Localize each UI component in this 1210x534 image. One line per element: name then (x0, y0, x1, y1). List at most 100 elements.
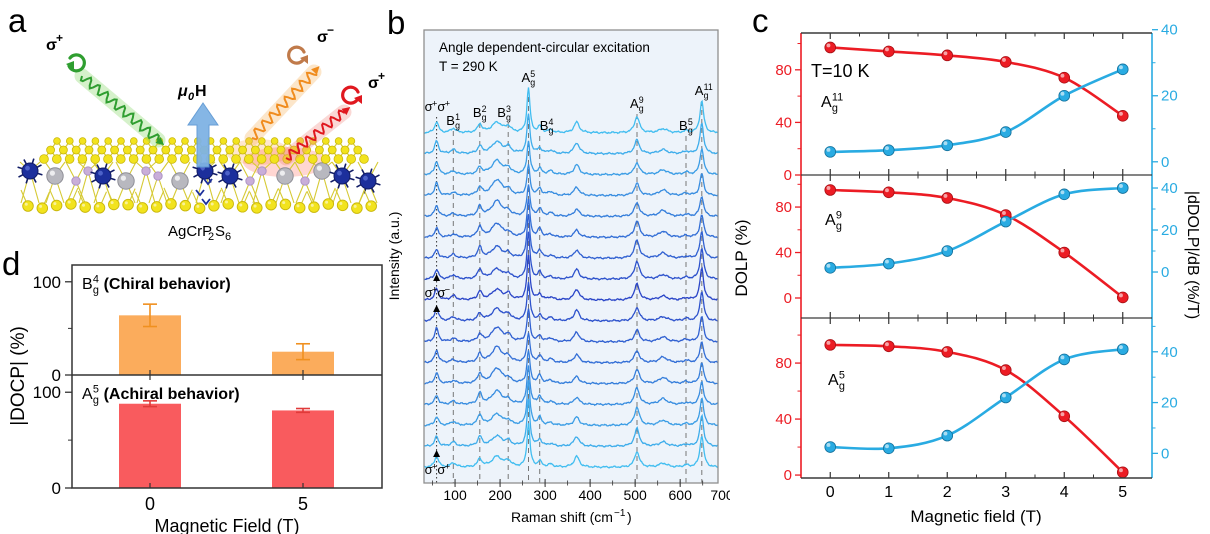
sulfur-atom (257, 137, 266, 145)
dolp-data-point (882, 186, 895, 199)
sigma-minus-curl-icon (287, 45, 308, 65)
raman-spectra-chart: Angle dependent-circular excitation T = 2… (386, 29, 734, 525)
sulfur-atom (181, 137, 189, 145)
right-axis-label: |dDOLP|/dB (%/T) (1184, 191, 1201, 319)
left-tick-label: 40 (775, 245, 792, 262)
sulfur-atom (77, 154, 88, 164)
dolp-data-point (824, 339, 837, 351)
x-tick-label: 500 (623, 487, 647, 503)
chromium-atom (17, 158, 43, 184)
sulfur-atom (66, 137, 74, 145)
ddolp-data-point (941, 429, 954, 442)
y-axis-label: |DOCP| (%) (8, 326, 29, 426)
sulfur-atom (39, 154, 49, 164)
spectra-stack (423, 87, 719, 469)
sulfur-atom (91, 137, 100, 145)
scattered-minus-sigma-label: σ (317, 29, 328, 46)
ddolp-blue-curve (830, 186, 1123, 270)
label: − (445, 284, 450, 294)
label: A (821, 94, 832, 111)
silver-atom (117, 172, 135, 190)
dolp-data-point (941, 346, 954, 358)
sulfur-atom (321, 137, 330, 145)
sulfur-atom (93, 191, 108, 214)
sulfur-atom (53, 137, 61, 145)
ddolp-data-point (882, 257, 895, 270)
ddolp-data-point (1058, 89, 1071, 102)
x-tick-label: 5 (1118, 484, 1127, 501)
label: 2 (482, 104, 487, 114)
chromium-atom (355, 168, 381, 194)
sigma-plus-curl-icon (66, 53, 86, 73)
sulfur-atom (208, 189, 222, 212)
label: g (839, 380, 845, 392)
raman-spectrum-line (423, 281, 719, 323)
chart-title: Angle dependent-circular excitation (439, 40, 650, 55)
ddolp-data-point (941, 139, 954, 152)
crystal-slab (17, 137, 381, 214)
dolp-data-point (824, 184, 837, 196)
y-tick-label: 0 (52, 366, 61, 385)
label: A (828, 372, 839, 389)
left-tick-label: 0 (784, 290, 792, 307)
sulfur-atom (179, 189, 193, 212)
right-tick-label: 0 (1161, 154, 1169, 171)
sulfur-atom (256, 154, 267, 164)
ddolp-data-point (999, 126, 1012, 138)
raman-spectrum-line (423, 365, 719, 407)
label: g (93, 284, 99, 296)
sulfur-atom (123, 145, 132, 155)
label: A (630, 96, 639, 111)
sulfur-atom (347, 137, 356, 145)
raman-spectrum-line (423, 254, 718, 302)
label: g (530, 78, 535, 88)
sulfur-atom (218, 154, 229, 164)
behavior-annotation: (Chiral behavior) (104, 276, 231, 293)
ddolp-data-point (1116, 182, 1129, 194)
sulfur-atom (320, 154, 331, 164)
behavior-annotation: (Achiral behavior) (104, 386, 240, 403)
label: σ (437, 462, 445, 477)
sulfur-atom (65, 187, 79, 210)
sulfur-atom (351, 191, 365, 214)
label: g (639, 104, 644, 114)
plot-frame (71, 264, 383, 489)
incident-beam (74, 68, 166, 148)
raman-spectrum-line (423, 308, 719, 344)
sulfur-atom (142, 137, 151, 145)
panel-b: b Angle dependent-circular excitation T =… (385, 0, 734, 534)
label: B (82, 276, 93, 293)
x-tick-label: 3 (1001, 484, 1010, 501)
sulfur-atom (322, 187, 336, 210)
x-tick-label: 4 (1060, 484, 1069, 501)
label: + (432, 284, 437, 294)
beam-band (244, 64, 322, 146)
dolp-data-point (1058, 246, 1071, 259)
sulfur-atom (269, 154, 280, 164)
ddolp-data-point (882, 442, 895, 455)
sulfur-atom (238, 145, 248, 155)
label: Raman shift (cm (511, 509, 613, 525)
chromium-atom (90, 163, 116, 189)
left-tick-label: 0 (784, 467, 792, 484)
beam-arrowhead (311, 66, 320, 75)
panel-d-letter: d (2, 245, 21, 282)
dolp-data-point (1116, 291, 1129, 304)
scattered-beam-minus (244, 64, 322, 146)
ddolp-data-point (1058, 188, 1071, 201)
scattered-beam-plus (278, 104, 352, 166)
x-tick-label: 0 (145, 494, 155, 514)
label: B (540, 118, 549, 133)
y-tick-label: 0 (52, 479, 61, 498)
label: g (93, 394, 99, 406)
sulfur-atom (244, 154, 254, 164)
label: g (832, 102, 838, 114)
label: 6 (225, 231, 231, 243)
plot-frame (423, 29, 719, 484)
x-tick-label: 5 (298, 494, 308, 514)
